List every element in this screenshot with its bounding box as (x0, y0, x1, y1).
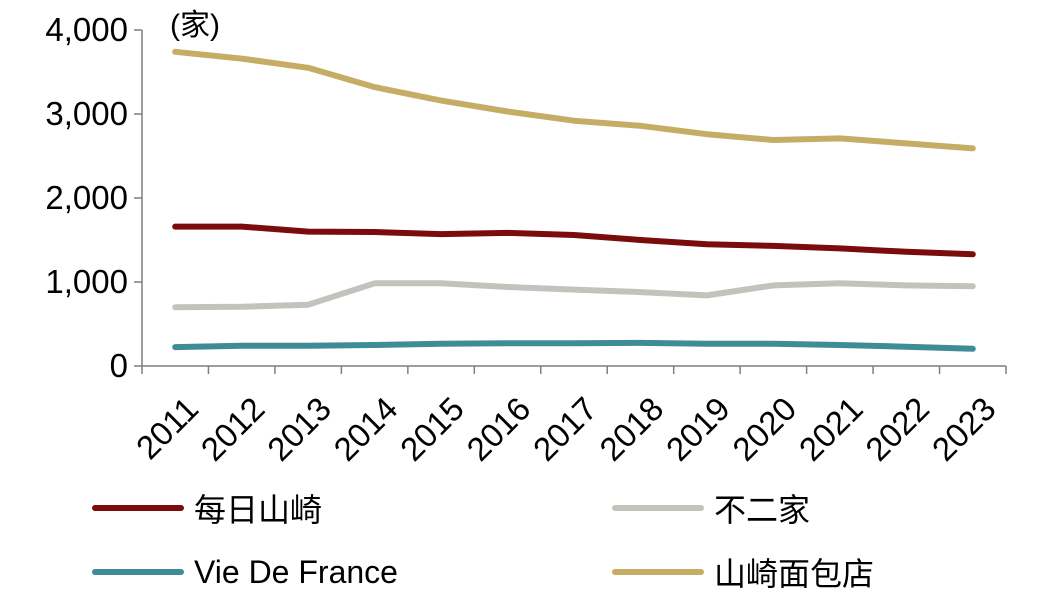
x-tick-label: 2012 (194, 390, 272, 468)
legend-item-vie-de-france: Vie De France (92, 552, 398, 592)
chart-axes (134, 29, 1007, 374)
y-tick-label: 2,000 (45, 179, 128, 216)
legend-label: Vie De France (194, 553, 398, 590)
y-tick-labels: 0 1,000 2,000 3,000 4,000 (45, 11, 128, 384)
x-tick-label: 2022 (858, 390, 936, 468)
legend-label: 山崎面包店 (714, 556, 875, 592)
unit-label: (家) (170, 9, 220, 42)
y-tick-label: 1,000 (45, 263, 128, 300)
y-tick-label: 3,000 (45, 95, 128, 132)
x-tick-labels: 2011201220132014201520162017201820192020… (129, 390, 1003, 468)
x-tick-label: 2015 (393, 390, 471, 468)
x-tick-label: 2020 (725, 390, 803, 468)
series-line-2 (172, 339, 976, 352)
legend-swatch (612, 569, 704, 575)
series-lines (172, 48, 976, 352)
x-tick-label: 2021 (792, 390, 870, 468)
x-tick-label: 2019 (659, 390, 737, 468)
series-line-3 (172, 48, 976, 152)
legend-item-fujiya: 不二家 (612, 488, 810, 528)
legend-swatch (612, 505, 704, 511)
x-tick-label: 2023 (925, 390, 1003, 468)
legend-label: 不二家 (714, 492, 811, 528)
line-chart: 2011201220132014201520162017201820192020… (45, 9, 1007, 468)
series-line-1 (172, 280, 976, 311)
x-tick-label: 2013 (260, 390, 338, 468)
series-line-0 (172, 223, 976, 258)
legend-item-shanqi-bakery: 山崎面包店 (612, 552, 874, 592)
y-tick-label: 0 (110, 347, 128, 384)
legend-label: 每日山崎 (194, 492, 323, 528)
y-tick-label: 4,000 (45, 11, 128, 48)
x-tick-label: 2011 (129, 390, 205, 466)
legend-swatch (92, 505, 184, 511)
x-tick-label: 2017 (526, 390, 604, 468)
legend-item-meiri-shanqi: 每日山崎 (92, 488, 322, 528)
x-tick-label: 2016 (459, 390, 537, 468)
x-tick-label: 2014 (326, 390, 404, 468)
x-tick-label: 2018 (592, 390, 670, 468)
legend-swatch (92, 569, 184, 575)
